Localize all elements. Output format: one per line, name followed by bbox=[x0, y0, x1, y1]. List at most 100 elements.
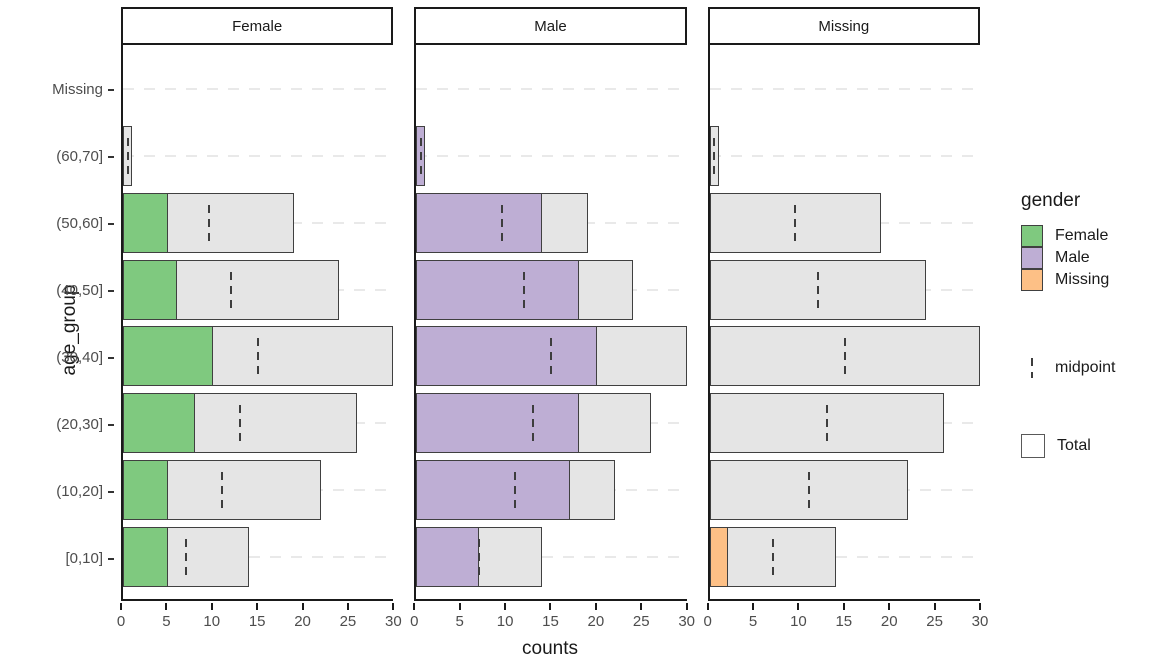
x-axis-title: counts bbox=[522, 638, 578, 659]
gender-bar bbox=[416, 192, 543, 253]
gridline bbox=[709, 88, 980, 91]
gender-bar bbox=[123, 192, 169, 253]
x-tick-mark bbox=[301, 603, 304, 610]
x-tick-mark bbox=[594, 603, 597, 610]
y-axis-labels: Missing (60,70] (50,60] (40,50] (30,40] (20,3… bbox=[0, 45, 114, 601]
total-swatch-icon bbox=[1021, 434, 1045, 458]
facet-strip-label: Missing bbox=[707, 7, 980, 45]
midpoint-marker bbox=[207, 204, 210, 241]
midpoint-marker bbox=[185, 538, 188, 575]
x-axes: 0 5 10 15 20 25 30 0 5 10 15 20 25 30 0 5 10 15 20 25 30 bbox=[117, 603, 988, 635]
y-tick-mark bbox=[108, 222, 114, 225]
midpoint-marker bbox=[478, 538, 481, 575]
category-row bbox=[709, 457, 980, 524]
x-tick-label: 5 bbox=[455, 613, 464, 630]
y-tick-label: [0,10] bbox=[65, 550, 103, 567]
gender-bar bbox=[416, 393, 579, 454]
midpoint-marker bbox=[126, 138, 129, 175]
gender-bar bbox=[123, 259, 178, 320]
category-row bbox=[416, 457, 687, 524]
x-tick-label: 10 bbox=[203, 613, 221, 630]
gender-bar bbox=[123, 459, 169, 520]
x-tick-mark bbox=[933, 603, 936, 610]
gridline bbox=[709, 155, 980, 158]
category-row bbox=[123, 256, 394, 323]
y-tick-label: (50,60] bbox=[56, 215, 103, 232]
y-label-row: (30,40] bbox=[0, 324, 114, 391]
legend-midpoint-item: midpoint bbox=[1021, 357, 1149, 379]
y-tick-label: (60,70] bbox=[56, 148, 103, 165]
panel-plot-area bbox=[707, 45, 980, 601]
x-tick-label: 30 bbox=[678, 613, 695, 630]
x-tick-label: 25 bbox=[926, 613, 943, 630]
legend-title: gender bbox=[1021, 190, 1081, 211]
category-row bbox=[123, 457, 394, 524]
category-row bbox=[416, 323, 687, 390]
y-tick-mark bbox=[108, 356, 114, 359]
midpoint-marker bbox=[807, 471, 810, 508]
x-tick-label: 10 bbox=[790, 613, 807, 630]
category-row bbox=[416, 256, 687, 323]
y-tick-label: (40,50] bbox=[56, 282, 103, 299]
legend-gender-item: Male bbox=[1021, 247, 1149, 269]
x-tick-label: 5 bbox=[162, 613, 171, 630]
category-row bbox=[709, 190, 980, 257]
y-label-row: (10,20] bbox=[0, 458, 114, 525]
category-row bbox=[709, 523, 980, 590]
x-tick-mark bbox=[346, 603, 349, 610]
y-tick-label: (10,20] bbox=[56, 483, 103, 500]
x-tick-mark bbox=[256, 603, 259, 610]
y-label-row: (60,70] bbox=[0, 123, 114, 190]
category-row bbox=[123, 390, 394, 457]
x-tick-label: 20 bbox=[880, 613, 898, 630]
facet-panel: Missing bbox=[707, 7, 980, 601]
x-tick-mark bbox=[120, 603, 122, 610]
x-tick-mark bbox=[165, 603, 168, 610]
gender-bar bbox=[416, 259, 579, 320]
midpoint-marker bbox=[514, 471, 517, 508]
category-row bbox=[416, 56, 687, 123]
x-tick-label: 20 bbox=[587, 613, 605, 630]
x-tick-mark bbox=[640, 603, 643, 610]
midpoint-marker bbox=[523, 271, 526, 308]
x-tick-label: 0 bbox=[410, 613, 419, 630]
legend-total-item: Total bbox=[1021, 434, 1149, 458]
y-tick-label: (20,30] bbox=[56, 416, 103, 433]
midpoint-marker bbox=[419, 138, 422, 175]
gridline bbox=[123, 555, 394, 558]
x-tick-mark bbox=[842, 603, 845, 610]
legend-gender-items: Female Male Missing bbox=[1021, 225, 1149, 291]
gridline bbox=[123, 88, 394, 91]
midpoint-marker bbox=[500, 204, 503, 241]
x-tick-label: 30 bbox=[384, 613, 402, 630]
category-row bbox=[416, 523, 687, 590]
x-axis: 0 5 10 15 20 25 30 bbox=[703, 603, 988, 635]
x-tick-mark bbox=[752, 603, 755, 610]
panel-plot-area bbox=[414, 45, 687, 601]
x-tick-mark bbox=[458, 603, 461, 610]
x-tick-mark bbox=[392, 603, 395, 610]
midpoint-marker bbox=[257, 338, 260, 375]
category-row bbox=[709, 390, 980, 457]
y-tick-label: Missing bbox=[52, 81, 103, 98]
gender-swatch-icon bbox=[1021, 247, 1043, 269]
x-tick-mark bbox=[413, 603, 416, 610]
x-tick-mark bbox=[504, 603, 507, 610]
y-tick-mark bbox=[108, 155, 114, 158]
x-tick-mark bbox=[685, 603, 688, 610]
x-tick-mark bbox=[210, 603, 213, 610]
legend-total-label: Total bbox=[1057, 437, 1091, 454]
category-row bbox=[123, 56, 394, 123]
gridline bbox=[416, 88, 687, 91]
gender-bar bbox=[416, 326, 597, 387]
y-tick-mark bbox=[108, 88, 114, 91]
category-row bbox=[416, 123, 687, 190]
x-tick-label: 25 bbox=[632, 613, 650, 630]
gender-swatch-icon bbox=[1021, 269, 1043, 291]
x-tick-label: 0 bbox=[116, 613, 126, 630]
y-tick-mark bbox=[108, 490, 114, 493]
x-tick-mark bbox=[978, 603, 981, 610]
category-row bbox=[416, 390, 687, 457]
x-tick-label: 15 bbox=[835, 613, 853, 630]
